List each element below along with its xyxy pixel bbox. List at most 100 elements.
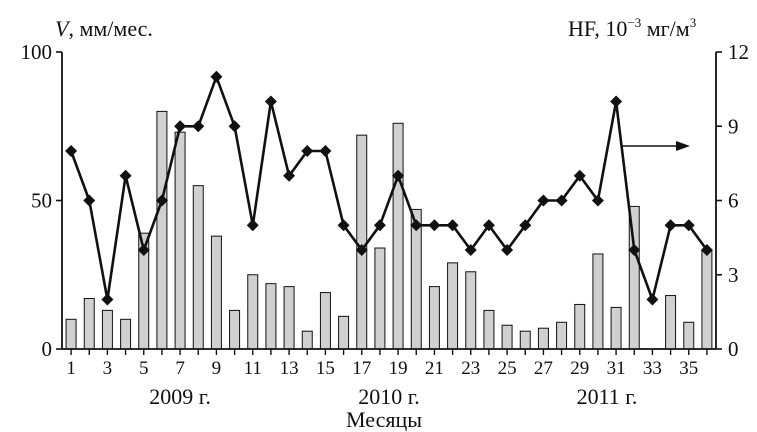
hf-point-month-12 <box>264 95 277 108</box>
hf-point-month-9 <box>210 70 223 83</box>
hf-point-month-5 <box>137 244 150 256</box>
left-tick-label: 0 <box>42 337 53 361</box>
x-tick-label: 27 <box>534 358 553 379</box>
bar-month-19 <box>392 122 404 350</box>
hf-point-month-35 <box>682 219 695 232</box>
bar-month-18 <box>374 247 386 350</box>
bar-month-25 <box>501 324 513 350</box>
bar-series <box>65 110 713 350</box>
bar-month-24 <box>483 309 495 350</box>
bar-month-3 <box>101 309 113 350</box>
bar-month-4 <box>120 318 132 350</box>
hf-point-month-14 <box>301 145 314 157</box>
x-tick-label: 11 <box>244 358 262 379</box>
right-tick-label: 12 <box>728 40 749 64</box>
x-tick-label: 33 <box>643 358 662 379</box>
left-tick-label: 50 <box>31 189 52 213</box>
x-tick-label: 15 <box>316 358 335 379</box>
bar-month-35 <box>683 321 695 350</box>
hf-point-month-18 <box>373 219 386 232</box>
hf-point-month-15 <box>319 145 332 157</box>
right-tick-label: 3 <box>728 263 739 287</box>
year-label: 2009 г. <box>149 384 211 409</box>
hf-point-month-29 <box>573 169 586 182</box>
x-tick-label: 17 <box>352 358 371 379</box>
bar-month-15 <box>319 292 331 350</box>
right-axis-title: HF, 10−3 мг/м3 <box>568 15 696 41</box>
hf-point-month-31 <box>610 95 623 108</box>
hf-point-month-21 <box>428 219 441 232</box>
hf-point-month-17 <box>355 244 368 256</box>
bar-month-22 <box>447 262 459 350</box>
x-tick-label: 19 <box>389 358 408 379</box>
bar-month-6 <box>156 110 168 350</box>
hf-point-month-36 <box>700 244 713 256</box>
hf-point-month-27 <box>537 194 550 207</box>
hf-point-month-7 <box>174 120 187 133</box>
bar-month-29 <box>574 303 586 350</box>
bar-month-17 <box>356 134 368 350</box>
x-tick-label: 5 <box>139 358 149 379</box>
hf-point-month-19 <box>392 169 405 182</box>
hf-point-month-23 <box>464 244 477 256</box>
hf-line <box>69 75 708 301</box>
hf-point-month-6 <box>155 194 168 207</box>
bar-month-27 <box>537 327 549 350</box>
x-tick-label: 29 <box>570 358 589 379</box>
bar-month-36 <box>701 250 713 350</box>
hf-point-month-1 <box>65 145 78 157</box>
right-axis-arrowhead <box>676 141 690 151</box>
bar-month-31 <box>610 306 622 350</box>
bar-month-10 <box>229 309 241 350</box>
bar-month-28 <box>556 321 568 350</box>
bar-month-16 <box>338 315 350 350</box>
bar-month-23 <box>465 271 477 350</box>
bar-month-11 <box>247 274 259 350</box>
left-tick-label: 100 <box>21 40 53 64</box>
hf-point-month-22 <box>446 219 459 232</box>
x-tick-label: 21 <box>425 358 444 379</box>
x-axis-title: Месяцы <box>346 407 422 432</box>
hf-point-month-32 <box>628 244 641 256</box>
bar-month-14 <box>301 330 313 350</box>
bar-month-8 <box>192 185 204 350</box>
year-label: 2010 г. <box>358 384 420 409</box>
hf-point-month-34 <box>664 219 677 232</box>
bar-month-2 <box>83 298 95 350</box>
hf-point-month-4 <box>119 169 132 182</box>
hf-point-month-8 <box>192 120 205 133</box>
bar-month-9 <box>210 235 222 350</box>
bar-month-1 <box>65 318 77 350</box>
x-tick-label: 9 <box>212 358 222 379</box>
bar-month-12 <box>265 283 277 350</box>
x-tick-label: 23 <box>461 358 480 379</box>
year-label: 2011 г. <box>577 384 638 409</box>
bar-month-13 <box>283 286 295 350</box>
right-tick-label: 6 <box>728 189 739 213</box>
hf-point-month-26 <box>519 219 532 232</box>
hf-point-month-10 <box>228 120 241 133</box>
right-tick-label: 0 <box>728 337 739 361</box>
hf-point-month-16 <box>337 219 350 232</box>
right-tick-label: 9 <box>728 114 739 138</box>
hf-point-month-11 <box>246 219 259 232</box>
x-tick-label: 13 <box>280 358 299 379</box>
x-tick-label: 25 <box>498 358 517 379</box>
left-axis-title: V, мм/мес. <box>55 16 153 41</box>
x-tick-label: 1 <box>66 358 76 379</box>
hf-point-month-24 <box>482 219 495 232</box>
hf-point-month-25 <box>501 244 514 256</box>
hf-point-month-30 <box>591 194 604 207</box>
bar-month-21 <box>428 286 440 350</box>
hf-point-month-3 <box>101 293 114 306</box>
x-tick-label: 31 <box>607 358 626 379</box>
bar-month-30 <box>592 253 604 350</box>
axes: 0 50 100 0 3 6 9 12 1 3 5 7 9 11 13 15 17 19 21 23 25 27 29 31 3… <box>21 40 750 409</box>
x-tick-label: 35 <box>679 358 698 379</box>
x-tick-label: 7 <box>175 358 185 379</box>
hf-line-series <box>65 70 713 306</box>
hf-point-month-28 <box>555 194 568 207</box>
hf-point-month-2 <box>83 194 96 207</box>
hf-point-month-13 <box>283 169 296 182</box>
